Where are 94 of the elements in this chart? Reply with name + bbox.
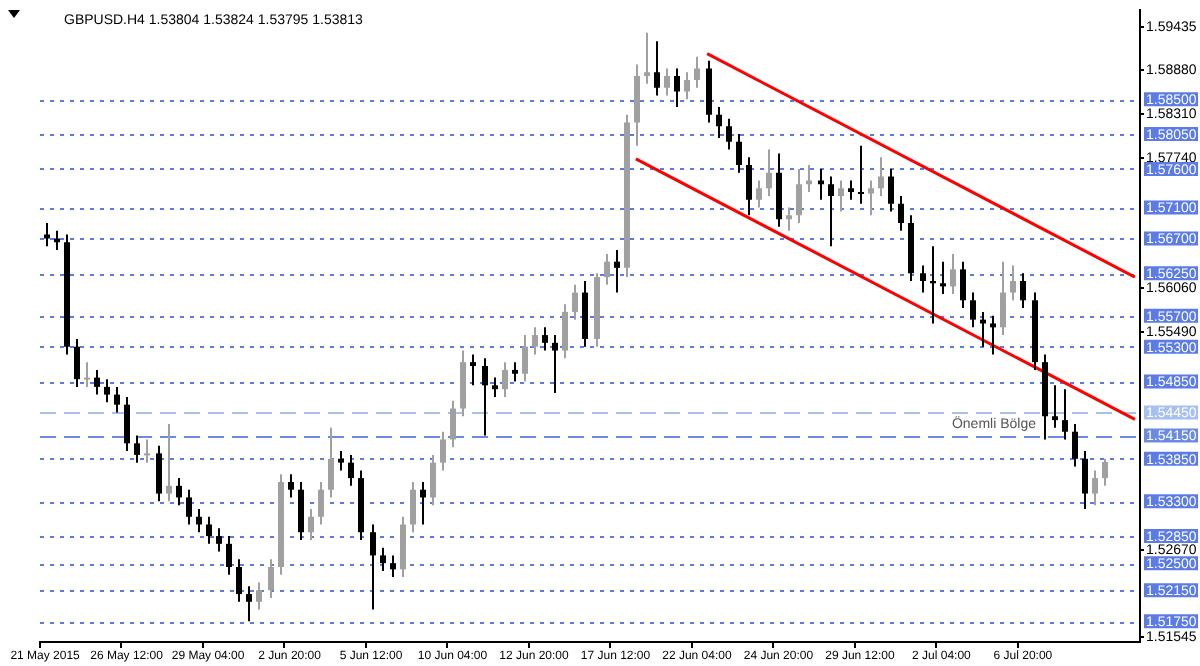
candlestick [806,164,812,194]
candlestick [898,194,904,232]
candlestick [246,585,252,623]
candlestick [604,252,610,286]
candlestick [940,260,946,296]
candlestick [502,361,508,398]
candlestick [960,260,966,310]
candlestick [950,252,956,296]
candlestick [522,334,528,383]
candlestick [746,156,752,217]
candlestick [694,55,700,89]
candlestick [1010,264,1016,302]
candlestick [176,477,182,507]
candlestick [1062,388,1068,441]
candlestick [552,334,558,395]
candlestick [470,353,476,387]
candlestick [654,40,660,97]
candlestick [614,249,620,294]
candlestick [1020,272,1026,310]
candlestick [920,264,926,294]
candlestick [726,117,732,151]
candlestick [104,378,110,404]
candlestick [1092,469,1098,507]
candlestick [144,438,150,464]
candlestick [380,546,386,572]
candlestick [94,368,100,396]
candlestick [206,515,212,545]
candlestick [440,430,446,472]
candlestick [858,144,864,205]
candlestick [236,558,242,603]
candlestick [124,395,130,453]
candlestick [492,376,498,398]
candlestick [328,426,334,499]
candlestick [216,527,222,553]
candlestick [786,206,792,232]
candlestick [318,480,324,526]
candlestick [542,326,548,352]
candlestick [868,179,874,217]
candlestick [134,434,140,464]
candlestick [512,361,518,383]
candlestick [828,175,834,248]
candlestick [848,179,854,201]
candlestick [308,508,314,541]
candlestick [888,167,894,213]
candlestick [766,148,772,197]
candlestick [268,558,274,599]
candlestick [482,357,488,437]
candlestick [1102,457,1108,487]
candlestick [716,106,722,139]
candlestick [1072,422,1078,468]
candlestick [706,59,712,124]
candlestick [156,444,162,503]
candlestick [298,480,304,541]
candlestick [532,326,538,356]
candlestick [370,523,376,611]
candlestick [400,515,406,579]
candlestick [196,508,202,534]
candlestick [838,179,844,213]
candlestick [338,450,344,472]
candlestick [582,279,588,348]
candlestick [970,291,976,329]
candlestick [664,67,670,97]
candlestick [288,473,294,499]
candlestick [410,480,416,534]
candlestick [796,167,802,224]
candlestick [74,337,80,388]
candlestick [684,71,690,101]
candlestick [1082,450,1088,511]
candlestick [114,385,120,414]
candlestick [84,361,90,388]
candlestick [390,554,396,579]
candlestick [166,422,172,503]
candlestick [420,480,426,526]
candlestick [54,229,60,252]
candlestick [674,67,680,109]
candlestick [634,63,640,147]
candlestick [644,31,650,85]
candlestick [430,453,436,507]
candlestick [450,399,456,449]
candlestick [186,488,192,526]
candlestick [818,167,824,201]
candlestick [256,581,262,611]
candlestick [226,535,232,576]
candlestick [990,314,996,356]
candlestick [1000,260,1006,337]
candlestick [736,133,742,174]
candlestick [776,152,782,228]
candlestick [460,349,466,418]
candlestick [562,303,568,360]
candlestick [572,283,578,321]
candlestick [348,453,354,487]
candlestick [878,156,884,197]
candlestick [756,179,762,209]
candlestick [1052,384,1058,429]
